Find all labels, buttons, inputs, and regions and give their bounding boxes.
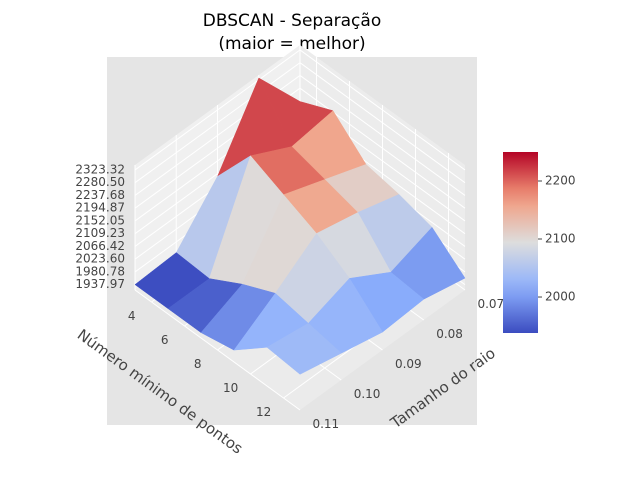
colorbar-tick-label: 2000 [545, 290, 576, 304]
z-tick-label: 1937.97 [75, 277, 125, 291]
grid-line [299, 87, 466, 209]
z-tick-label: 2194.87 [75, 201, 125, 215]
z-tick-label: 2323.32 [75, 162, 125, 176]
z-tick-label: 2152.05 [75, 213, 125, 227]
x-tick-label: 6 [161, 333, 169, 347]
x-tick-label: 4 [128, 309, 136, 323]
y-tick-label: 0.11 [312, 417, 339, 431]
grid-line [134, 289, 301, 411]
colorbar-tick-label: 2100 [545, 232, 576, 246]
colorbar [503, 152, 538, 333]
grid-line [299, 75, 466, 196]
z-tick-label: 1980.78 [75, 264, 125, 278]
grid-line [299, 62, 466, 184]
y-tick-label: 0.09 [395, 357, 422, 371]
chart-title: DBSCAN - Separação [203, 11, 381, 31]
grid-line [134, 62, 301, 184]
chart-subtitle: (maior = melhor) [218, 34, 365, 54]
surface-cell [266, 322, 342, 375]
grid-line [299, 49, 466, 171]
z-tick-label: 2237.68 [75, 188, 125, 202]
x-tick-label: 10 [223, 381, 238, 395]
grid-line [134, 49, 301, 171]
x-tick-label: 8 [194, 357, 202, 371]
y-tick-label: 0.08 [436, 327, 463, 341]
z-tick-label: 2066.42 [75, 239, 125, 253]
colorbar-tick-label: 2200 [545, 174, 576, 188]
z-tick-label: 2109.23 [75, 226, 125, 240]
z-tick-label: 2280.50 [75, 175, 125, 189]
y-tick-label: 0.10 [354, 387, 381, 401]
y-tick-label: 0.07 [477, 297, 504, 311]
z-tick-label: 2023.60 [75, 252, 125, 266]
x-tick-label: 12 [256, 405, 271, 419]
